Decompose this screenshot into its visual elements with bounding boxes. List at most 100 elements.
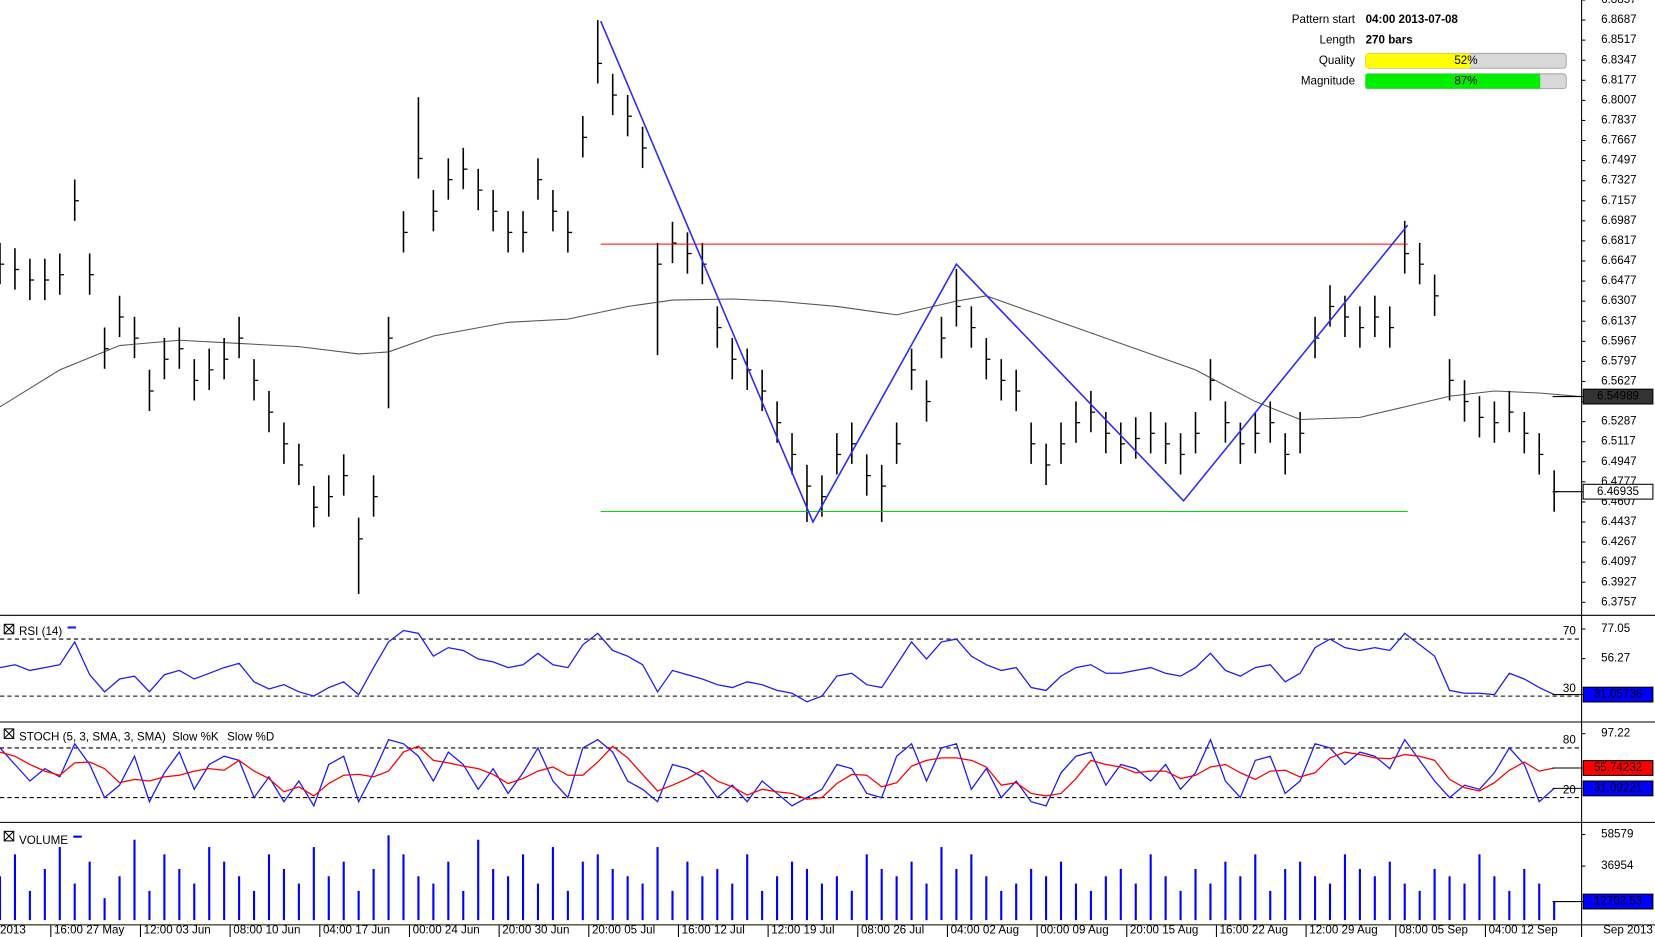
x-tick-label: 00:00 09 Aug [1040,924,1108,937]
volume-bar [507,876,510,921]
x-tick-label: 20:00 15 Aug [1130,924,1198,937]
volume-bar [686,861,689,921]
volume-bar [492,868,495,921]
moving-average [0,295,1582,421]
volume-bar [1119,868,1122,921]
panel-title: VOLUME [19,834,68,847]
volume-bar [148,890,151,921]
volume-bar [1523,868,1526,921]
legend-label: Slow %K [172,730,219,743]
volume-bar [1328,883,1332,921]
volume-bar [1030,868,1033,921]
y-tick-label: 6.5627 [1601,375,1637,388]
volume-bar [1000,890,1003,921]
volume-bar [551,847,554,921]
x-tick-label: 16:00 27 May [54,924,125,937]
x-tick-label: 12:00 03 Jun [144,924,211,937]
volume-bar [178,868,181,921]
volume-bar [13,854,17,921]
y-tick-label: 6.8857 [1601,0,1637,6]
marker-box [1582,388,1654,405]
panel-title: STOCH (5, 3, SMA, 3, SMA) [19,730,166,743]
volume-bar [1463,883,1466,921]
marker-box [1582,893,1654,910]
volume-bar [0,876,2,921]
volume-bar [327,876,330,921]
volume-bar [1224,861,1227,921]
volume-bar [566,890,569,921]
volume-bar [1553,901,1556,921]
volume-bar [372,868,375,921]
y-tick-label: 6.6817 [1601,234,1637,247]
volume-bar [641,883,644,921]
marker-box [1582,483,1654,500]
volume-bar [925,883,928,921]
volume-bar [1059,861,1063,921]
y-tick-label: 36954 [1601,859,1634,872]
indicator-line [0,745,1555,800]
volume-bar [432,883,435,921]
volume-bar [910,861,913,921]
info-label: Quality [1319,54,1355,67]
volume-bar [402,854,405,921]
y-tick-label: 6.6307 [1601,294,1637,307]
y-tick-label: 6.8687 [1601,13,1637,26]
y-tick-label: 6.7667 [1601,134,1637,147]
volume-bar [223,861,226,921]
x-tick-label: 04:00 12 Sep [1489,924,1558,937]
volume-bar [447,861,450,921]
volume-bar [238,876,241,921]
volume-bar [746,854,749,921]
volume-bar [1149,854,1152,921]
volume-bar [596,854,599,921]
volume-bar [611,868,614,921]
x-tick-label: 20:00 05 Jul [592,924,655,937]
indicator-line [0,629,1555,703]
volume-bar [1388,861,1391,921]
info-value: 04:00 2013-07-08 [1366,13,1459,26]
volume-bar [1269,890,1272,921]
y-tick-label: 6.3757 [1601,595,1637,608]
volume-bar [28,890,31,921]
x-tick-label: 00:00 24 Jun [413,924,480,937]
volume-bar [1074,883,1078,921]
volume-bar [1254,854,1257,921]
panel-icon [3,728,15,739]
y-tick-label: 6.5117 [1601,435,1636,448]
volume-bar [671,890,674,921]
volume-bar [208,847,211,921]
volume-bar [820,883,823,921]
period-label: 2013 [0,924,26,937]
volume-bar [1299,861,1302,921]
y-tick-label: 6.4437 [1601,515,1637,528]
x-tick-label: 08:00 26 Jul [861,924,924,937]
volume-bar [1284,868,1287,921]
volume-bar [462,890,465,921]
marker-box [1582,686,1654,703]
volume-bar [656,847,659,921]
volume-bar [133,839,136,921]
volume-bar [985,876,988,921]
volume-bar [88,861,91,921]
info-bar [1365,73,1541,89]
marker-label: 12702.53 [1594,895,1642,908]
volume-bar [1538,883,1541,921]
volume-bar [357,890,360,921]
info-bar [1365,53,1470,69]
y-tick-label: 6.6987 [1601,214,1637,227]
volume-bar [1373,876,1376,921]
pattern-line [600,20,1409,524]
volume-bar [626,876,629,921]
volume-bar [1209,883,1212,921]
y-tick-label: 6.5287 [1601,415,1637,428]
volume-bar [252,890,256,921]
volume-bar [1134,883,1137,921]
volume-bar [342,861,345,921]
volume-bar [1343,854,1347,921]
y-tick-label: 6.8347 [1601,53,1637,66]
volume-bar [1403,883,1406,921]
volume-bar [103,898,106,921]
volume-bar [955,868,958,921]
y-tick-label: 6.4097 [1601,555,1637,568]
volume-bar [1015,883,1018,921]
